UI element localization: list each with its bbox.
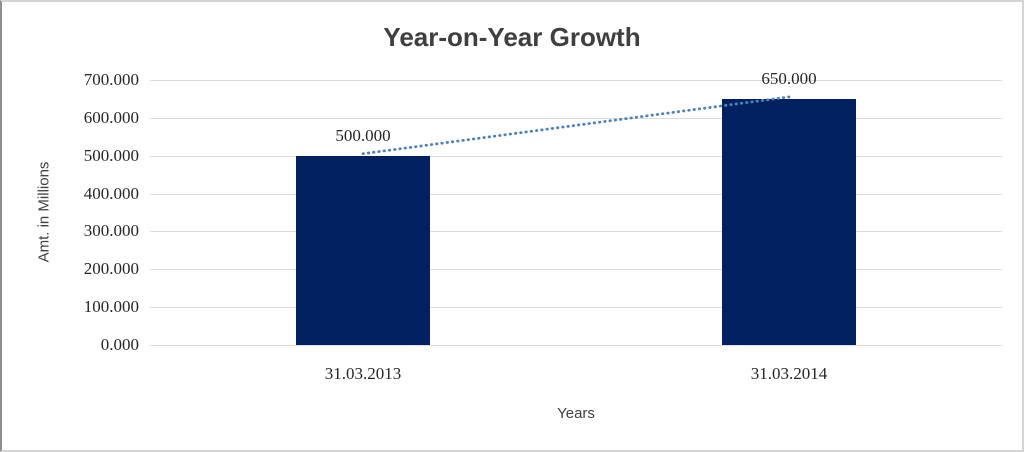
y-tick-label: 600.000 [83,108,139,127]
x-tick-label: 31.03.2013 [324,364,402,383]
bar-31.03.2013 [296,156,430,345]
y-tick-label: 500.000 [83,146,139,165]
y-tick-label: 200.000 [83,259,139,278]
gridline [150,156,1002,157]
gridline [150,194,1002,195]
x-tick-label: 31.03.2014 [750,364,828,383]
gridline [150,80,1002,81]
gridline [150,231,1002,232]
y-axis-title: Amt. in Millions [35,161,53,263]
data-label: 650.000 [761,69,817,88]
y-tick-label: 0.000 [100,335,139,354]
x-axis-title: Years [557,405,595,422]
y-tick-label: 300.000 [83,221,139,240]
gridline [150,307,1002,308]
data-label: 500.000 [335,126,391,145]
gridline [150,269,1002,270]
y-tick-label: 400.000 [83,184,139,203]
chart-title: Year-on-Year Growth [383,22,641,52]
gridline [150,345,1002,346]
y-tick-label: 100.000 [83,297,139,316]
y-tick-label: 700.000 [83,70,139,89]
